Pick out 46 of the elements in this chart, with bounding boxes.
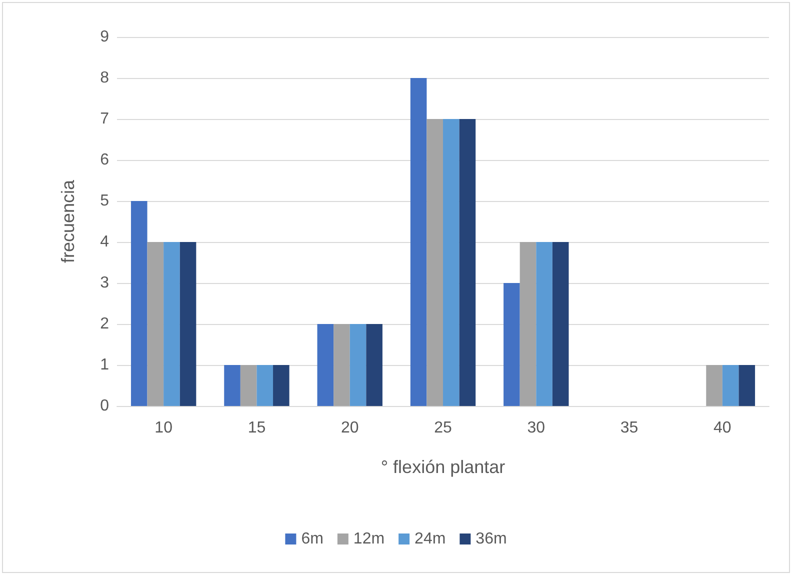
bar xyxy=(706,365,722,406)
bar xyxy=(722,365,739,406)
bar xyxy=(410,78,427,406)
bar xyxy=(334,324,350,406)
bar xyxy=(459,119,476,406)
x-tick-label: 25 xyxy=(434,420,452,436)
bar xyxy=(426,119,443,406)
bar xyxy=(256,365,274,406)
x-tick-label: 30 xyxy=(527,420,546,436)
y-tick-label: 9 xyxy=(100,28,110,46)
legend-label: 36m xyxy=(476,530,507,548)
bar xyxy=(273,365,290,406)
y-axis-title: frecuencia xyxy=(58,178,78,264)
x-tick-label: 15 xyxy=(248,420,266,436)
x-tick-label: 10 xyxy=(154,420,173,436)
bar xyxy=(504,283,520,406)
bar xyxy=(130,201,148,406)
y-tick-label: 0 xyxy=(100,398,110,414)
bar xyxy=(366,324,382,406)
legend-label: 12m xyxy=(353,530,385,548)
y-tick-label: 8 xyxy=(100,70,110,86)
bar xyxy=(164,242,180,406)
bar xyxy=(536,242,552,406)
bar xyxy=(147,242,164,406)
x-tick-label: 35 xyxy=(620,420,638,436)
y-tick-label: 7 xyxy=(100,110,110,128)
bar xyxy=(520,242,536,406)
x-tick-label: 40 xyxy=(714,420,732,436)
x-axis-title: ° flexión plantar xyxy=(380,457,506,477)
bar xyxy=(317,324,334,406)
y-tick-label: 6 xyxy=(100,152,110,168)
bar xyxy=(350,324,366,406)
bar xyxy=(738,365,756,406)
y-tick-label: 5 xyxy=(100,192,110,210)
legend-label: 24m xyxy=(414,530,446,548)
legend-label: 6m xyxy=(301,530,324,548)
bar xyxy=(443,119,460,406)
bar xyxy=(180,242,196,406)
y-tick-label: 1 xyxy=(100,356,110,374)
bar xyxy=(224,365,240,406)
x-tick-label: 20 xyxy=(340,420,359,436)
y-tick-label: 3 xyxy=(100,274,110,292)
y-tick-label: 4 xyxy=(100,234,110,250)
y-tick-label: 2 xyxy=(100,316,110,332)
bar xyxy=(552,242,569,406)
bar xyxy=(240,365,257,406)
